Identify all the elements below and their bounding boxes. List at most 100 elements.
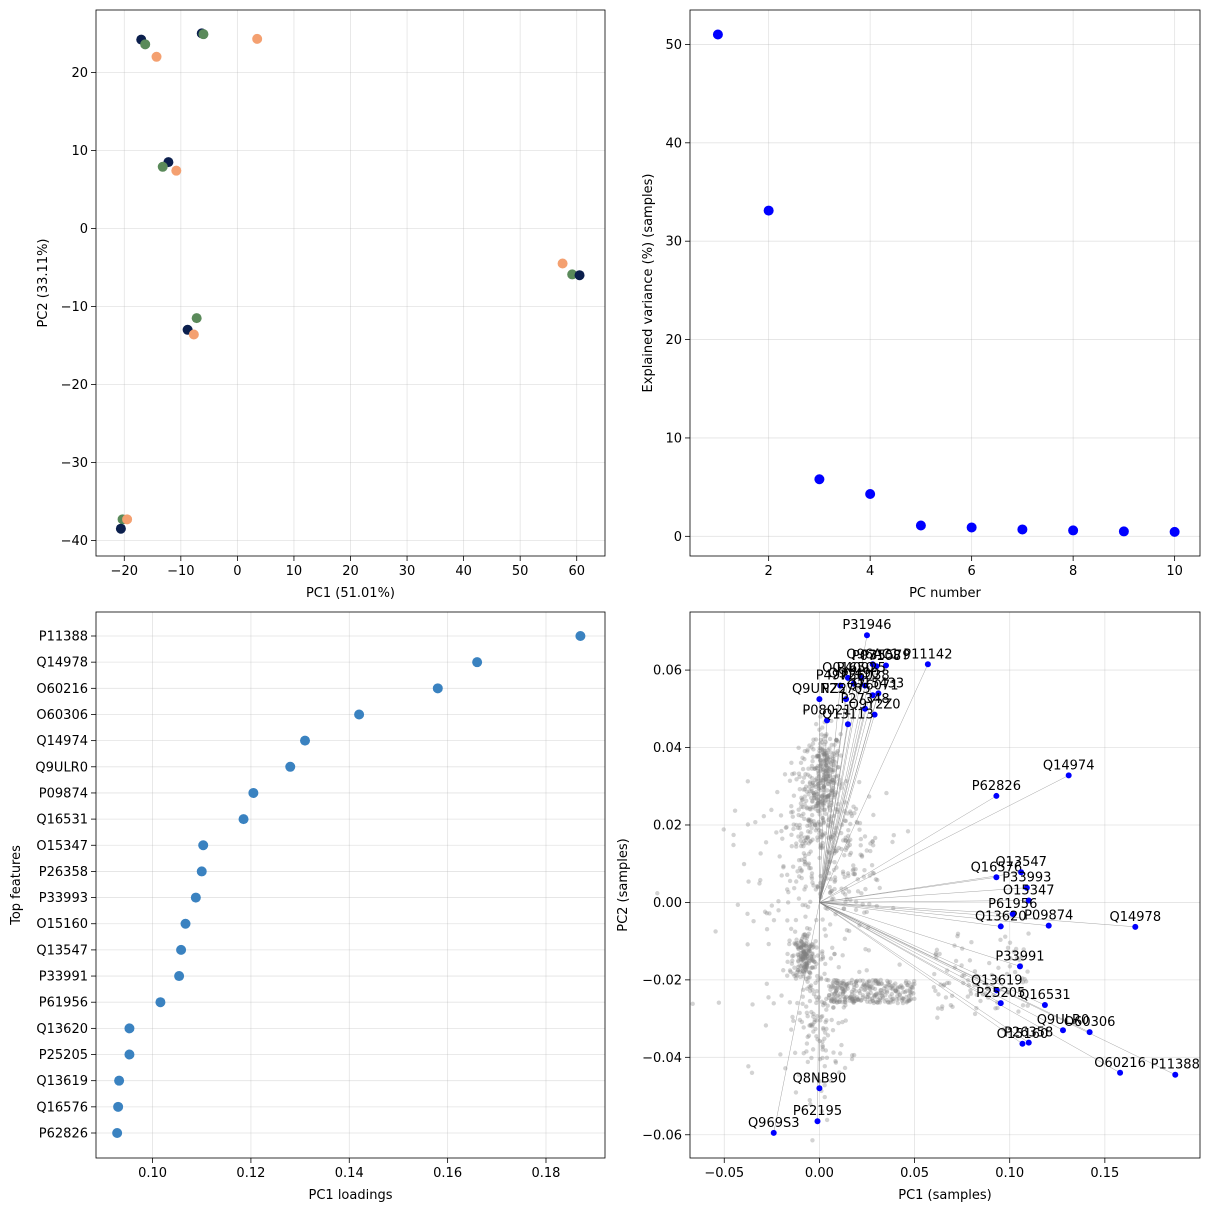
highlighted-feature-point: [869, 692, 876, 699]
highlighted-feature-point: [1132, 923, 1139, 930]
sample-point: [567, 269, 578, 280]
feature-point: [831, 999, 836, 1004]
feature-point: [830, 1027, 836, 1033]
feature-point: [794, 841, 799, 846]
feature-point: [803, 943, 809, 948]
loading-point: [300, 735, 311, 746]
feature-point: [832, 763, 837, 769]
feature-point: [800, 766, 806, 772]
loading-point: [176, 944, 187, 955]
feature-point: [821, 801, 827, 806]
feature-point: [1019, 954, 1025, 959]
loading-vector: [819, 664, 873, 903]
feature-point: [805, 749, 810, 754]
feature-point: [800, 953, 805, 959]
feature-point: [883, 983, 888, 989]
feature-point: [808, 849, 813, 854]
feature-point: [829, 997, 834, 1002]
feature-point: [799, 943, 804, 949]
feature-point: [897, 984, 903, 990]
feature-label: Q8NB90: [793, 1071, 847, 1086]
feature-point: [809, 951, 815, 957]
feature-point: [807, 780, 813, 785]
feature-point: [824, 757, 829, 762]
feature-point: [826, 779, 832, 784]
feature-point: [998, 937, 1003, 943]
variance-point: [1017, 524, 1028, 535]
feature-point: [810, 783, 815, 788]
feature-point: [815, 792, 820, 797]
highlighted-feature-point: [1086, 1029, 1093, 1036]
feature-point: [829, 997, 835, 1002]
y-tick-label: −0.02: [642, 973, 682, 988]
feature-point: [840, 986, 845, 991]
feature-point: [823, 761, 828, 766]
feature-point: [830, 767, 835, 773]
feature-point: [870, 839, 875, 844]
feature-point: [839, 846, 844, 852]
feature-point: [824, 794, 829, 800]
feature-point: [895, 986, 900, 991]
y-tick-label: O60216: [36, 682, 88, 697]
highlighted-feature-point: [1045, 922, 1052, 929]
feature-point: [890, 996, 895, 1002]
loading-point: [124, 1049, 135, 1060]
feature-point: [797, 865, 803, 871]
feature-point: [820, 801, 826, 806]
feature-point: [655, 891, 660, 896]
feature-point: [834, 738, 839, 743]
feature-point: [795, 1000, 800, 1006]
highlighted-feature-point: [858, 674, 865, 681]
feature-point: [818, 737, 824, 743]
feature-point: [822, 1001, 828, 1006]
feature-point: [853, 979, 859, 984]
highlighted-feature-point: [843, 696, 850, 703]
feature-point: [813, 784, 818, 790]
feature-point: [832, 996, 837, 1001]
feature-point: [826, 765, 831, 771]
feature-point: [820, 818, 826, 823]
feature-point: [896, 989, 901, 995]
feature-point: [905, 982, 910, 988]
feature-point: [815, 821, 820, 826]
feature-point: [809, 766, 815, 771]
feature-point: [805, 836, 811, 841]
feature-point: [792, 929, 798, 934]
feature-point: [804, 948, 809, 953]
feature-point: [862, 987, 867, 993]
feature-point: [808, 899, 813, 904]
feature-point: [948, 1003, 954, 1008]
y-tick-label: 30: [665, 235, 682, 250]
feature-point: [803, 772, 808, 777]
feature-point: [862, 834, 868, 839]
feature-point: [853, 806, 859, 812]
feature-point: [809, 874, 814, 879]
feature-point: [845, 844, 851, 849]
feature-point: [867, 986, 872, 991]
feature-point: [817, 1038, 822, 1044]
feature-point: [787, 878, 793, 884]
feature-point: [795, 967, 801, 973]
highlighted-feature-point: [1019, 1040, 1026, 1047]
feature-point: [790, 864, 796, 869]
feature-point: [831, 995, 836, 1001]
feature-point: [810, 799, 815, 804]
highlighted-feature-point: [1172, 1071, 1179, 1078]
feature-point: [803, 955, 808, 961]
feature-point: [811, 791, 817, 797]
y-tick-label: 0.06: [653, 664, 682, 679]
feature-point: [827, 792, 833, 798]
feature-point: [793, 1090, 799, 1095]
feature-point: [852, 985, 857, 990]
feature-point: [827, 757, 833, 762]
feature-point: [764, 926, 770, 932]
x-tick-label: 50: [512, 564, 529, 579]
feature-point: [852, 993, 857, 998]
feature-point: [828, 890, 833, 895]
feature-point: [820, 1055, 825, 1061]
feature-point: [809, 763, 815, 769]
feature-point: [801, 951, 806, 956]
feature-point: [819, 760, 824, 766]
feature-point: [831, 1050, 836, 1055]
feature-point: [823, 797, 829, 803]
